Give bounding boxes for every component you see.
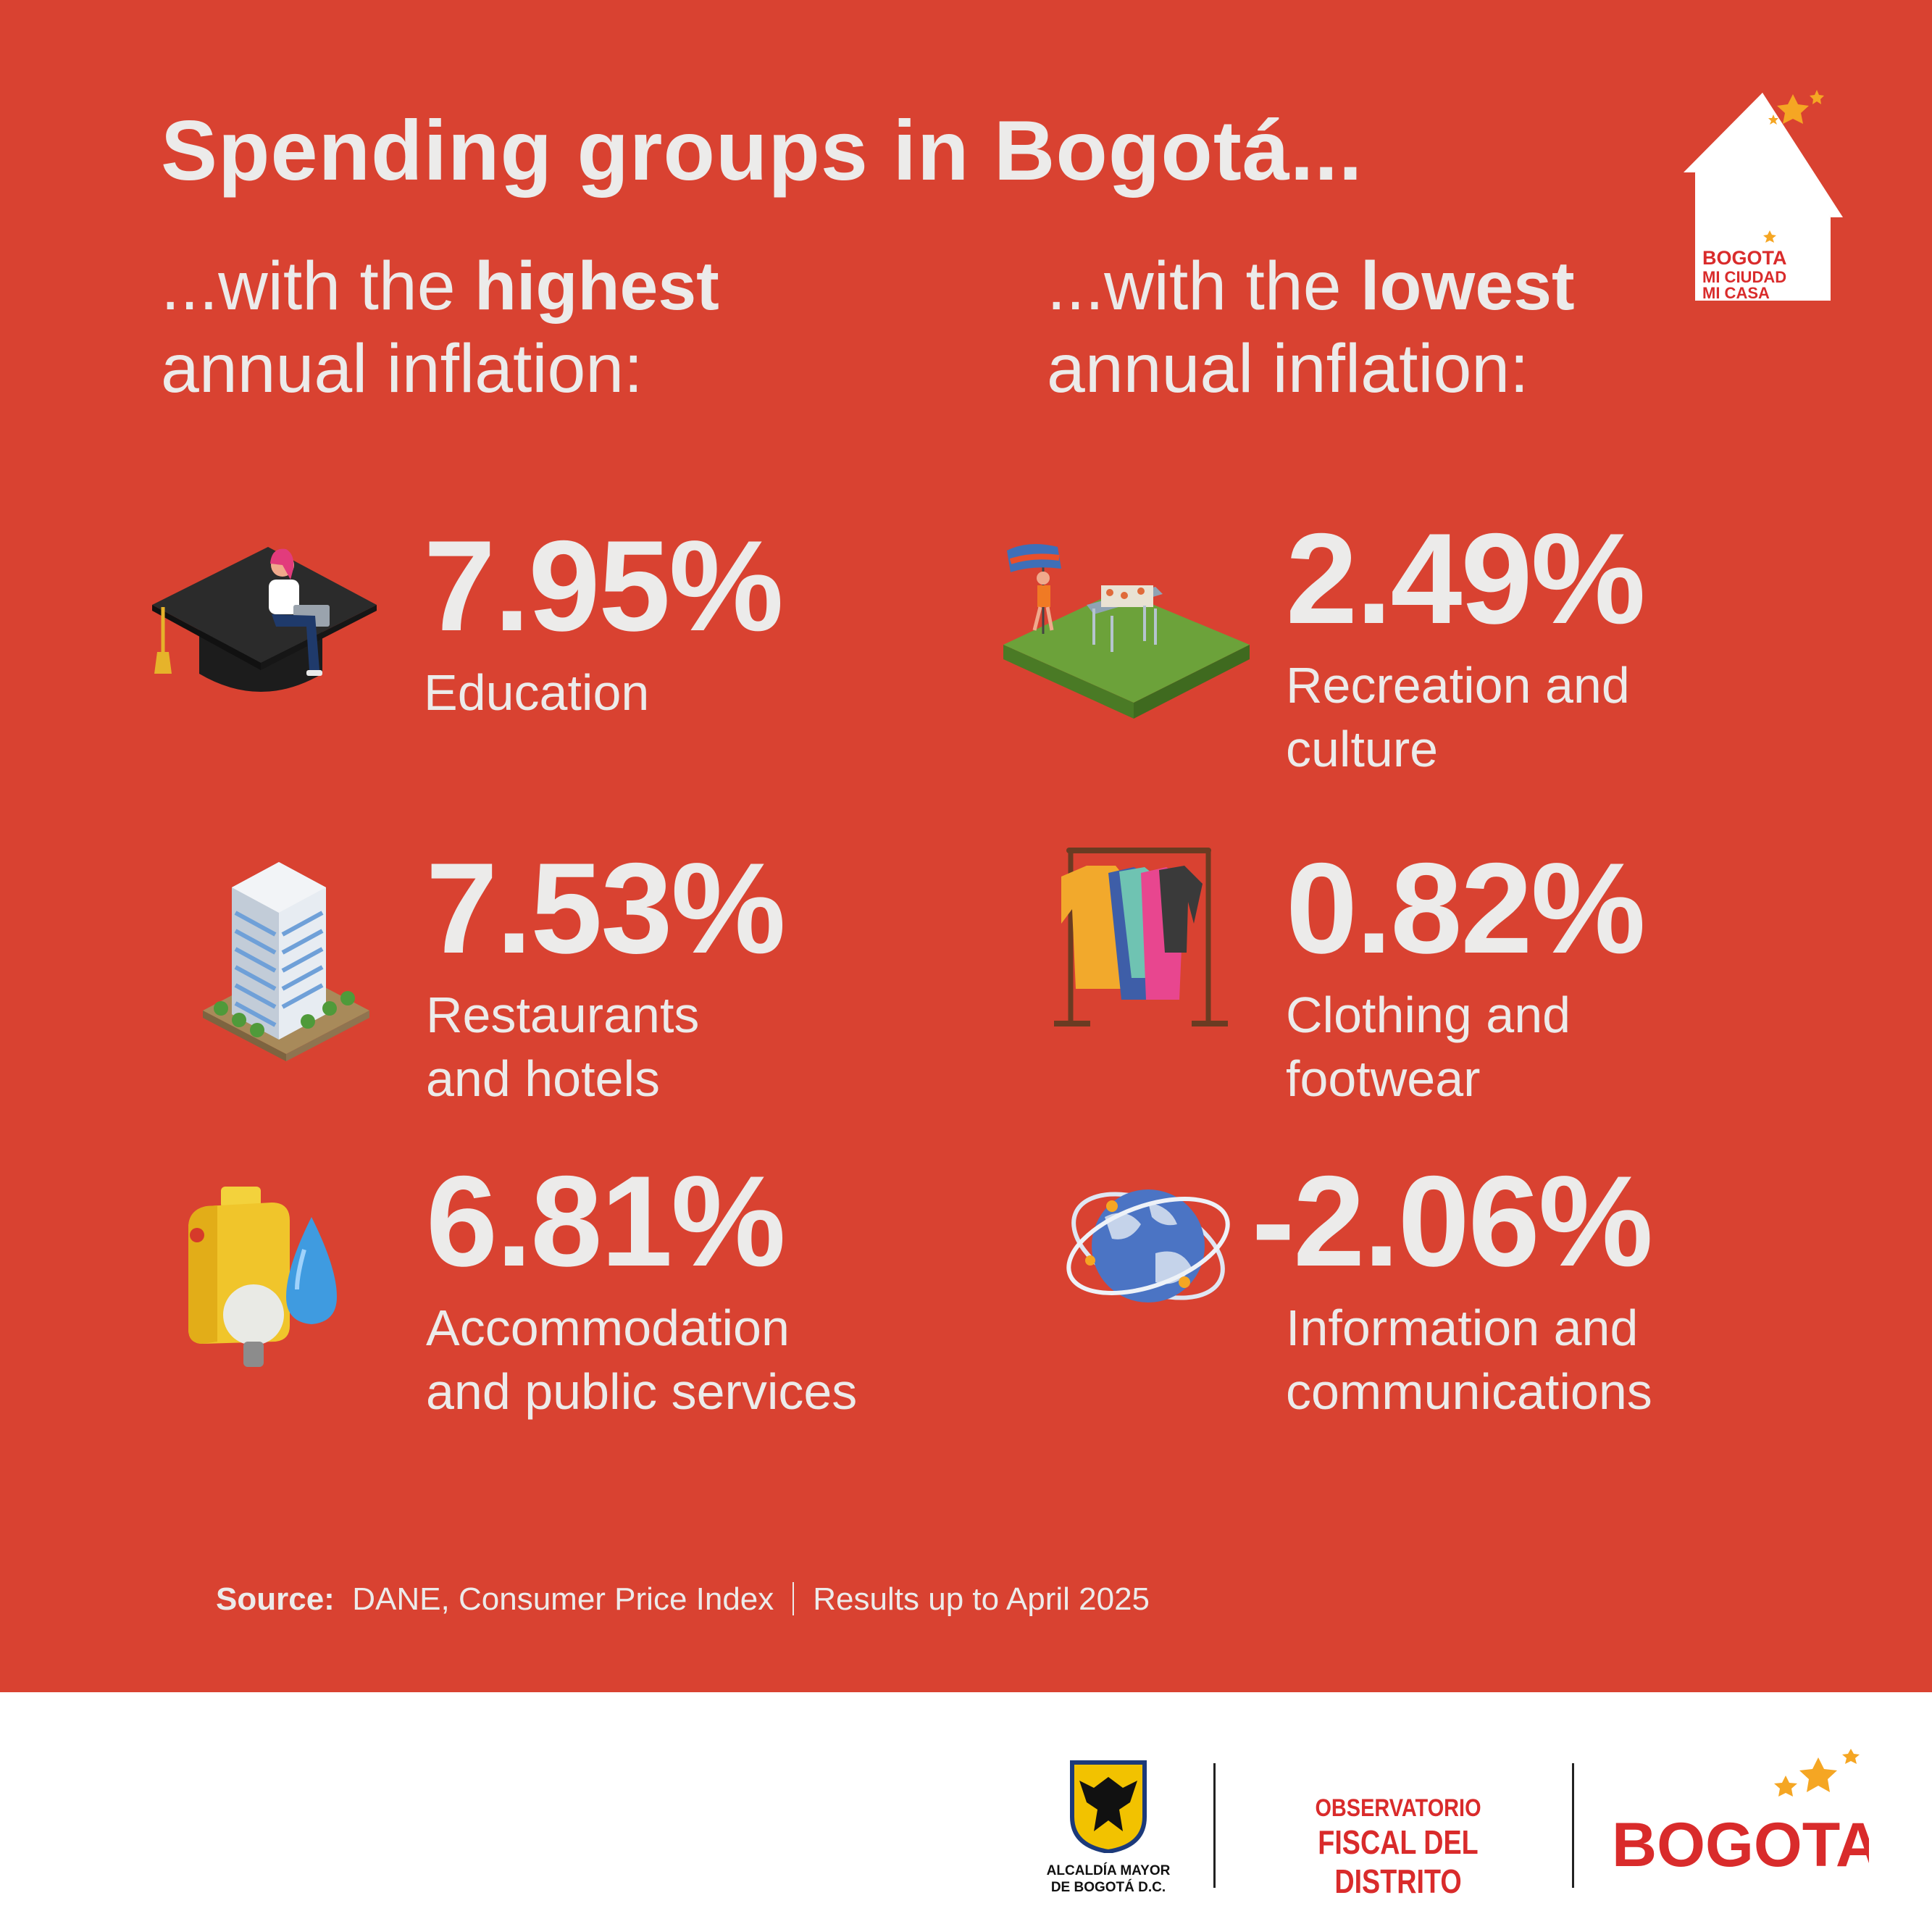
bogota-footer-logo: BOGOTA xyxy=(1612,1749,1869,1880)
graduation-cap-icon xyxy=(152,547,377,692)
hotel-building-icon xyxy=(203,862,369,1061)
footer-divider xyxy=(1213,1763,1216,1888)
lowest-line2: annual inflation: xyxy=(1047,330,1529,407)
stat-value: 0.82% xyxy=(1286,836,1646,980)
stat-label: Accommodation xyxy=(426,1300,790,1356)
alcaldia-line1: ALCALDÍA MAYOR xyxy=(1046,1863,1171,1878)
highest-subhead: ...with the highest annual inflation: xyxy=(161,245,719,410)
stat-value: -2.06% xyxy=(1252,1149,1653,1293)
footer-divider xyxy=(1572,1763,1574,1888)
stat-label: Recreation and xyxy=(1286,657,1630,714)
lowest-prefix: ...with the xyxy=(1047,248,1342,325)
stat-restaurants-hotels: 7.53% Restaurants and hotels xyxy=(426,836,786,1111)
stat-label: Restaurants xyxy=(426,987,700,1043)
alcaldia-shield-logo xyxy=(1070,1760,1147,1853)
main-panel: Spending groups in Bogotá... BOGOTA MI C… xyxy=(0,0,1932,1692)
stat-label: Clothing and xyxy=(1286,987,1571,1043)
source-divider xyxy=(793,1582,795,1615)
lowest-subhead: ...with the lowest annual inflation: xyxy=(1047,245,1575,410)
stat-value: 6.81% xyxy=(426,1149,786,1293)
badge-line1: BOGOTA xyxy=(1702,247,1787,269)
stat-clothing-footwear: 0.82% Clothing and footwear xyxy=(1286,836,1646,1111)
highest-emphasis: highest xyxy=(474,248,719,325)
globe-network-icon xyxy=(1066,1189,1230,1302)
bogota-footer-text: BOGOTA xyxy=(1612,1810,1869,1880)
stat-label-line2: and hotels xyxy=(426,1050,661,1107)
stat-education: 7.95% Education xyxy=(424,514,784,724)
page-title: Spending groups in Bogotá... xyxy=(161,103,1363,198)
highest-line2: annual inflation: xyxy=(161,330,643,407)
stat-label-line2: communications xyxy=(1286,1363,1652,1420)
observatorio-line1: OBSERVATORIO xyxy=(1315,1794,1481,1822)
clothing-rack-icon xyxy=(1054,848,1228,1026)
source-text: DANE, Consumer Price Index xyxy=(352,1581,774,1617)
stat-accommodation-public-services: 6.81% Accommodation and public services xyxy=(426,1157,857,1423)
stat-label: Education xyxy=(424,664,650,721)
observatorio-logo: OBSERVATORIO FISCAL DEL DISTRITO xyxy=(1246,1794,1550,1901)
observatorio-line2: FISCAL DEL DISTRITO xyxy=(1318,1823,1479,1900)
source-note: Results up to April 2025 xyxy=(813,1581,1150,1617)
alcaldia-text: ALCALDÍA MAYOR DE BOGOTÁ D.C. xyxy=(1036,1862,1181,1896)
stat-recreation-culture: 2.49% Recreation and culture xyxy=(1286,506,1646,781)
stat-value: 7.95% xyxy=(424,514,784,658)
stat-label-line2: footwear xyxy=(1286,1050,1481,1107)
bogota-house-badge-logo: BOGOTA MI CIUDAD MI CASA xyxy=(1684,90,1843,302)
stat-value: 7.53% xyxy=(426,836,786,980)
utilities-icon xyxy=(188,1187,337,1367)
stat-value: 2.49% xyxy=(1286,506,1646,651)
badge-line3: MI CASA xyxy=(1702,284,1770,302)
stat-label-line2: culture xyxy=(1286,721,1439,777)
recreation-park-icon xyxy=(1003,544,1250,719)
footer-logos: ALCALDÍA MAYOR DE BOGOTÁ D.C. OBSERVATOR… xyxy=(0,1692,1932,1932)
source-label: Source: xyxy=(216,1581,335,1617)
source-line: Source: DANE, Consumer Price Index Result… xyxy=(216,1581,1150,1618)
lowest-emphasis: lowest xyxy=(1360,248,1575,325)
stat-label-line2: and public services xyxy=(426,1363,858,1420)
alcaldia-line2: DE BOGOTÁ D.C. xyxy=(1050,1880,1166,1895)
highest-prefix: ...with the xyxy=(161,248,456,325)
stat-information-communications: -2.06% Information and communications xyxy=(1252,1149,1653,1423)
badge-line2: MI CIUDAD xyxy=(1702,268,1786,286)
stat-label: Information and xyxy=(1286,1300,1639,1356)
